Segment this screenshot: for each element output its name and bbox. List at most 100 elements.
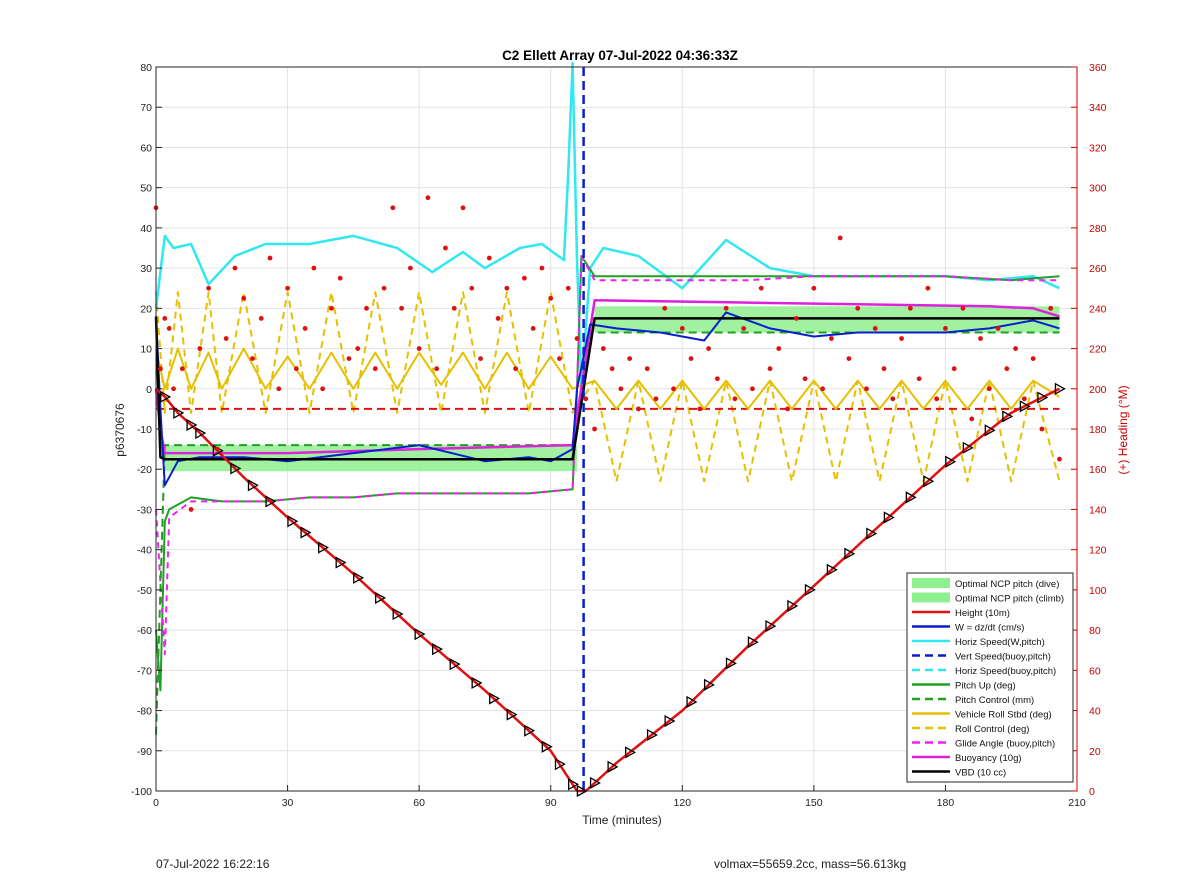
- footer-mass-info: volmax=55659.2cc, mass=56.613kg: [714, 857, 907, 871]
- heading-point: [627, 356, 633, 362]
- y-tick-label: -80: [137, 706, 152, 718]
- heading-point: [618, 386, 624, 392]
- height-marker: [725, 657, 737, 670]
- heading-point: [758, 285, 764, 291]
- x-tick-label: 120: [674, 797, 692, 809]
- heading-point: [548, 295, 554, 301]
- height-marker: [826, 563, 838, 576]
- y-tick-label: 70: [140, 102, 152, 114]
- y2-tick-label: 240: [1089, 303, 1107, 315]
- legend-swatch: [912, 578, 950, 588]
- heading-point: [1030, 356, 1036, 362]
- heading-point: [215, 446, 220, 452]
- heading-point: [478, 356, 483, 362]
- heading-point: [320, 386, 326, 392]
- height-marker: [173, 406, 185, 420]
- height-marker: [335, 556, 347, 569]
- x-axis-label: Time (minutes): [582, 813, 662, 827]
- heading-point: [609, 366, 615, 372]
- legend: Optimal NCP pitch (dive) Optimal NCP pitc…: [906, 572, 1074, 783]
- heading-point: [486, 255, 492, 261]
- height-marker: [1019, 400, 1031, 413]
- heading-point: [285, 285, 290, 291]
- chart-title: C2 Ellett Array 07-Jul-2022 04:36:33Z: [502, 48, 738, 63]
- heading-point: [969, 416, 975, 422]
- height-marker: [923, 475, 935, 488]
- y2-tick-label: 140: [1089, 504, 1107, 516]
- heading-point: [416, 346, 422, 351]
- heading-point: [425, 195, 431, 201]
- y-tick-label: 20: [140, 303, 152, 315]
- legend-label: W = dz/dt (cm/s): [955, 623, 1024, 634]
- height-marker: [432, 643, 444, 656]
- heading-point: [951, 366, 957, 372]
- heading-point: [697, 406, 703, 412]
- heading-point: [171, 386, 176, 392]
- heading-point: [399, 305, 404, 311]
- height-marker: [541, 740, 553, 753]
- height-marker: [866, 527, 878, 540]
- y-tick-label: -40: [137, 545, 152, 557]
- heading-point: [166, 326, 172, 331]
- height-marker: [247, 479, 259, 492]
- heading-point: [346, 356, 352, 362]
- heading-point: [732, 396, 738, 402]
- heading-point: [714, 376, 720, 382]
- heading-point: [495, 315, 501, 321]
- y2-axis-ticks: 0 20 40 60 80 100 120 140 160 180 200 220 240 260 280 3…: [1071, 62, 1107, 798]
- heading-point: [197, 346, 203, 351]
- height-marker: [883, 511, 895, 524]
- height-marker: [160, 390, 172, 403]
- heading-point: [241, 295, 247, 301]
- heading-point: [802, 376, 808, 382]
- marker-layer: [160, 382, 1066, 798]
- height-marker: [1002, 410, 1014, 423]
- height-marker: [787, 599, 799, 613]
- heading-point: [522, 275, 527, 281]
- heading-point: [907, 305, 913, 311]
- heading-point: [706, 346, 711, 351]
- series-vbd: [154, 316, 1060, 461]
- heading-point: [276, 386, 282, 392]
- heading-point: [460, 205, 466, 211]
- heading-point: [443, 245, 448, 251]
- x-axis-ticks: 0 30 60 90 120 150 180 210: [153, 785, 1086, 809]
- legend-label: Buoyancy (10g): [955, 753, 1022, 764]
- legend-label: Vert Speed(buoy,pitch): [955, 652, 1051, 663]
- y2-tick-label: 160: [1089, 464, 1107, 476]
- y-tick-label: -70: [137, 665, 152, 677]
- heading-point: [451, 305, 457, 311]
- heading-point: [188, 507, 194, 512]
- legend-label: Vehicle Roll Stbd (deg): [955, 710, 1052, 721]
- heading-point: [767, 366, 773, 372]
- height-marker: [506, 708, 518, 721]
- heading-point: [574, 336, 580, 341]
- height-marker: [449, 658, 461, 671]
- heading-point: [223, 336, 229, 341]
- height-marker: [646, 728, 658, 742]
- heading-point: [329, 305, 334, 311]
- y-tick-label: -60: [137, 625, 152, 637]
- height-marker: [300, 526, 312, 539]
- heading-point: [925, 285, 931, 291]
- heading-point: [364, 305, 369, 311]
- y2-tick-label: 360: [1089, 62, 1107, 74]
- heading-point: [741, 326, 747, 331]
- y2-tick-label: 260: [1089, 263, 1107, 275]
- heading-point: [750, 386, 755, 392]
- height-marker: [984, 424, 996, 437]
- heading-point: [434, 366, 440, 372]
- x-tick-label: 0: [153, 797, 159, 809]
- legend-label: Horiz Speed(W,pitch): [955, 637, 1045, 648]
- heading-point: [960, 305, 966, 311]
- heading-point: [206, 285, 212, 291]
- legend-label: Glide Angle (buoy,pitch): [955, 739, 1055, 750]
- heading-point: [899, 336, 904, 341]
- y2-tick-label: 280: [1089, 223, 1107, 235]
- heading-point: [890, 396, 896, 402]
- legend-swatch: [912, 592, 950, 603]
- heading-point: [881, 366, 887, 372]
- x-tick-label: 180: [937, 797, 955, 809]
- heading-point: [390, 205, 396, 211]
